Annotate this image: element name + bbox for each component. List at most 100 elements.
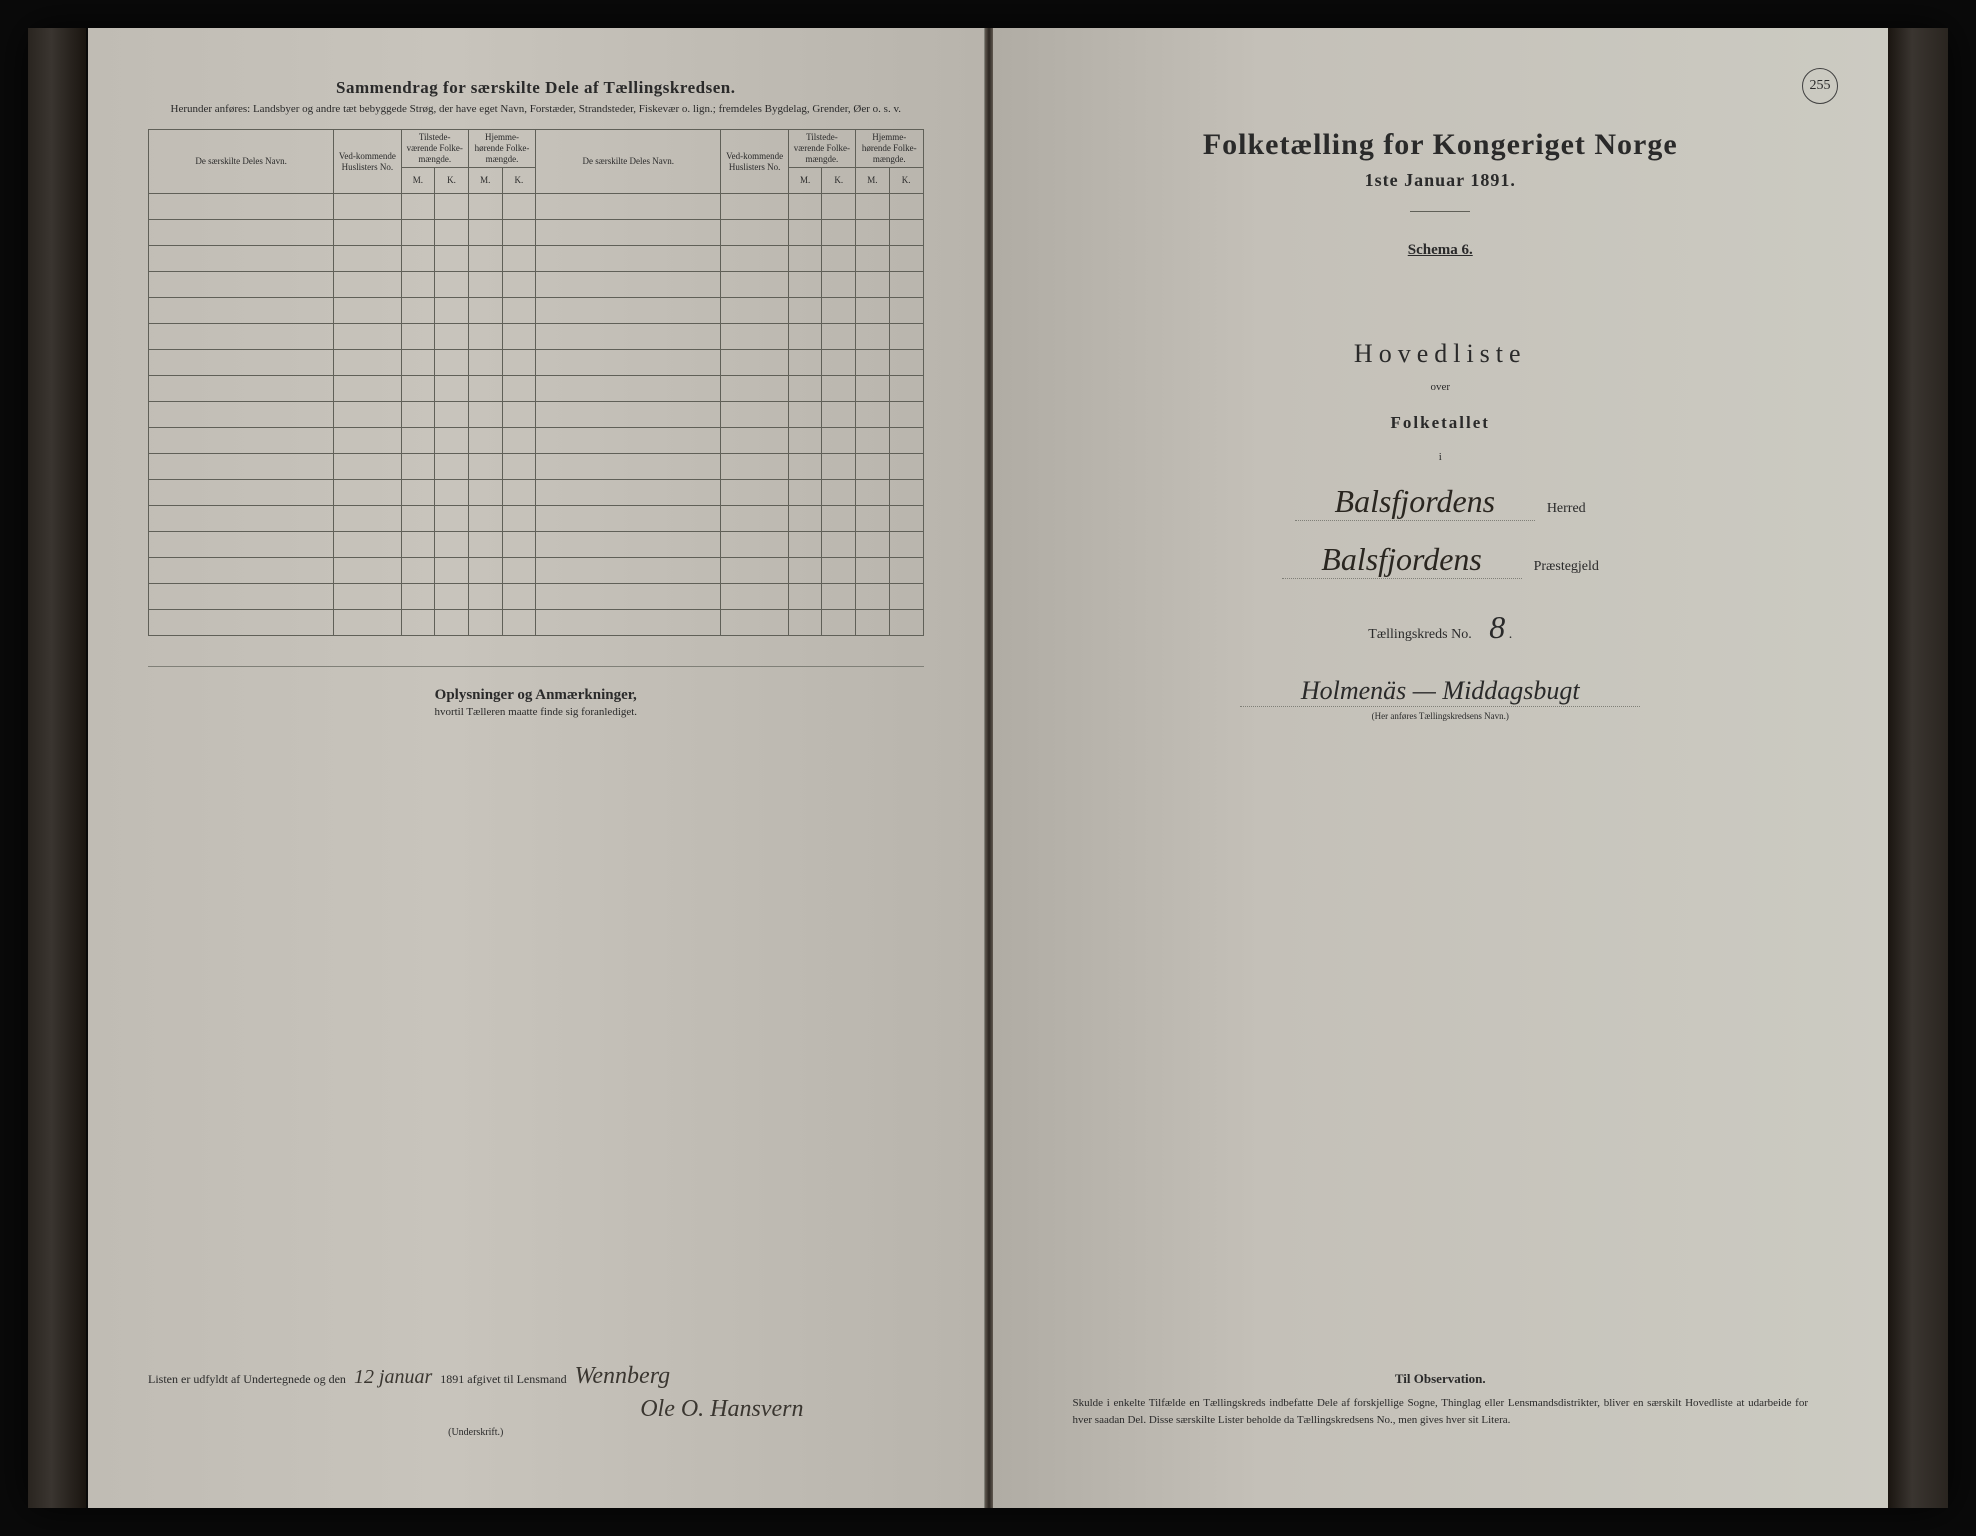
table-cell	[401, 375, 435, 401]
table-cell	[401, 219, 435, 245]
table-row	[149, 531, 924, 557]
table-cell	[435, 453, 469, 479]
table-cell	[856, 375, 890, 401]
table-cell	[468, 323, 502, 349]
table-cell	[502, 609, 536, 635]
table-cell	[856, 427, 890, 453]
table-cell	[502, 219, 536, 245]
table-cell	[468, 427, 502, 453]
right-title-block: Folketælling for Kongeriget Norge 1ste J…	[1053, 128, 1829, 721]
table-cell	[435, 557, 469, 583]
table-cell	[889, 323, 923, 349]
table-cell	[889, 453, 923, 479]
table-cell	[435, 245, 469, 271]
table-cell	[721, 323, 788, 349]
table-row	[149, 271, 924, 297]
table-cell	[721, 531, 788, 557]
table-cell	[721, 297, 788, 323]
sig-prefix: Listen er udfyldt af Undertegnede og den	[148, 1372, 346, 1387]
right-page: 255 Folketælling for Kongeriget Norge 1s…	[993, 28, 1889, 1508]
table-cell	[856, 557, 890, 583]
table-cell	[536, 557, 721, 583]
table-cell	[788, 531, 822, 557]
table-cell	[334, 349, 401, 375]
kreds-caption: (Her anføres Tællingskredsens Navn.)	[1053, 711, 1829, 721]
sammendrag-subtitle: Herunder anføres: Landsbyer og andre tæt…	[148, 102, 924, 117]
table-cell	[435, 609, 469, 635]
table-row	[149, 193, 924, 219]
col-k: K.	[889, 167, 923, 193]
main-title: Folketælling for Kongeriget Norge	[1053, 128, 1829, 162]
table-cell	[856, 193, 890, 219]
table-row	[149, 297, 924, 323]
table-cell	[502, 349, 536, 375]
col-m: M.	[401, 167, 435, 193]
table-cell	[334, 401, 401, 427]
table-cell	[788, 505, 822, 531]
table-row	[149, 375, 924, 401]
obs-text: Skulde i enkelte Tilfælde en Tællingskre…	[1073, 1395, 1809, 1428]
col-k: K.	[822, 167, 856, 193]
table-cell	[149, 271, 334, 297]
prestegjeld-label: Præstegjeld	[1534, 559, 1599, 575]
table-row	[149, 479, 924, 505]
table-cell	[468, 375, 502, 401]
table-cell	[149, 297, 334, 323]
table-cell	[502, 479, 536, 505]
table-row	[149, 219, 924, 245]
table-cell	[401, 401, 435, 427]
table-cell	[721, 453, 788, 479]
table-cell	[889, 531, 923, 557]
table-cell	[435, 349, 469, 375]
table-body	[149, 193, 924, 635]
table-cell	[721, 375, 788, 401]
table-cell	[149, 479, 334, 505]
table-cell	[889, 349, 923, 375]
table-cell	[788, 193, 822, 219]
table-cell	[435, 219, 469, 245]
table-cell	[856, 479, 890, 505]
herred-line: Balsfjordens Herred	[1053, 483, 1829, 521]
sig-name1: Wennberg	[575, 1363, 671, 1390]
table-cell	[822, 453, 856, 479]
table-cell	[856, 297, 890, 323]
oplysninger-title: Oplysninger og Anmærkninger,	[148, 687, 924, 704]
table-row	[149, 583, 924, 609]
table-cell	[468, 349, 502, 375]
table-cell	[856, 401, 890, 427]
herred-label: Herred	[1547, 501, 1586, 517]
table-cell	[468, 193, 502, 219]
table-cell	[435, 505, 469, 531]
table-cell	[149, 375, 334, 401]
hovedliste: Hovedliste	[1053, 339, 1829, 369]
table-row	[149, 245, 924, 271]
table-cell	[721, 349, 788, 375]
table-cell	[502, 245, 536, 271]
table-cell	[435, 297, 469, 323]
table-cell	[536, 427, 721, 453]
table-cell	[149, 219, 334, 245]
signature-section: Listen er udfyldt af Undertegnede og den…	[148, 1363, 924, 1438]
table-cell	[788, 401, 822, 427]
table-cell	[334, 479, 401, 505]
table-cell	[889, 401, 923, 427]
table-cell	[788, 323, 822, 349]
col-hjemme-2: Hjemme-hørende Folke-mængde.	[856, 130, 923, 167]
book-spread: Sammendrag for særskilte Dele af Tælling…	[28, 28, 1948, 1508]
table-cell	[856, 219, 890, 245]
table-cell	[721, 245, 788, 271]
table-cell	[334, 193, 401, 219]
table-cell	[502, 557, 536, 583]
table-cell	[822, 401, 856, 427]
table-cell	[401, 531, 435, 557]
table-cell	[536, 323, 721, 349]
book-spine-left	[28, 28, 88, 1508]
table-cell	[435, 479, 469, 505]
table-cell	[721, 271, 788, 297]
table-cell	[149, 193, 334, 219]
table-cell	[502, 323, 536, 349]
kreds-no: 8	[1489, 609, 1505, 645]
table-cell	[822, 557, 856, 583]
table-cell	[334, 245, 401, 271]
table-cell	[468, 609, 502, 635]
